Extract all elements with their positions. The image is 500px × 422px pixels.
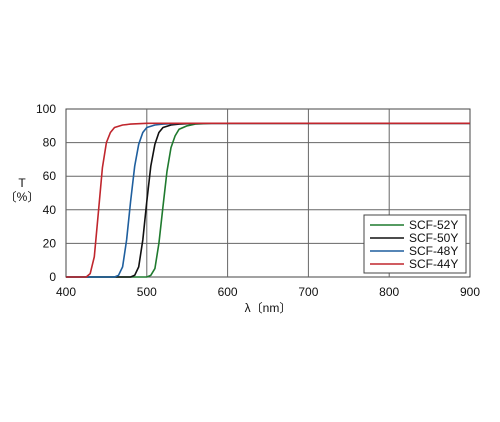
y-tick-label: 80 bbox=[43, 136, 57, 150]
legend-label: SCF-50Y bbox=[409, 231, 458, 245]
x-tick-label: 600 bbox=[218, 285, 238, 299]
series-lines bbox=[66, 122, 470, 278]
y-axis-label: T 〔%〕 bbox=[5, 176, 40, 204]
y-tick-label: 0 bbox=[49, 270, 56, 284]
y-tick-label: 100 bbox=[36, 102, 56, 116]
x-tick-label: 400 bbox=[56, 285, 76, 299]
y-tick-label: 20 bbox=[43, 236, 57, 250]
y-axis-label-line: T bbox=[18, 176, 26, 190]
y-tick-label: 40 bbox=[43, 203, 57, 217]
legend-label: SCF-48Y bbox=[409, 244, 458, 258]
x-tick-label: 500 bbox=[137, 285, 157, 299]
series-line-scf-44y bbox=[66, 122, 470, 278]
y-tick-label: 60 bbox=[43, 169, 57, 183]
x-tick-label: 700 bbox=[298, 285, 318, 299]
legend-label: SCF-44Y bbox=[409, 257, 458, 271]
tick-labels: 400 500 600 700 800 900 0 20 40 60 80 100 bbox=[36, 102, 480, 299]
y-axis-label-line: 〔%〕 bbox=[5, 190, 40, 204]
x-axis-label: λ〔nm〕 bbox=[245, 301, 292, 315]
x-tick-label: 900 bbox=[460, 285, 480, 299]
x-tick-label: 800 bbox=[379, 285, 399, 299]
grid-lines bbox=[66, 109, 470, 277]
legend-label: SCF-52Y bbox=[409, 218, 458, 232]
